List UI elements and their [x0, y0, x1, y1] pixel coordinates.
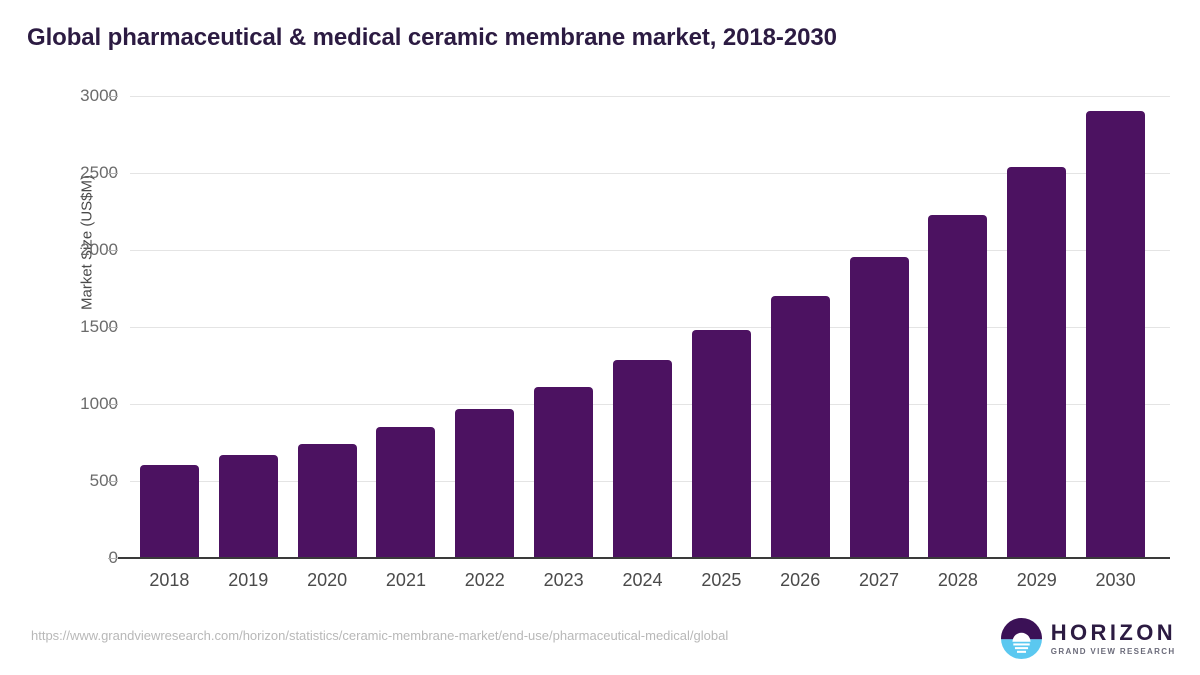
x-tick-label: 2022	[464, 570, 505, 590]
gridline	[130, 327, 1170, 328]
bar[interactable]	[297, 444, 357, 558]
x-tick-label: 2026	[780, 570, 821, 590]
bar[interactable]	[849, 257, 909, 558]
bar-column[interactable]	[613, 96, 672, 558]
y-tick-mark	[108, 481, 118, 482]
y-tick-mark	[108, 250, 118, 251]
y-tick-label: 3000	[80, 86, 118, 105]
y-tick-mark	[108, 404, 118, 405]
gridline	[130, 250, 1170, 251]
bar[interactable]	[1007, 166, 1067, 558]
y-tick-mark	[108, 558, 118, 559]
horizon-logo-icon	[1000, 618, 1042, 659]
x-tick-label: 2028	[937, 570, 978, 590]
bar-column[interactable]	[139, 96, 199, 558]
y-tick-label: 500	[89, 471, 118, 490]
y-axis-ticks: 0 500 1000 1500 2000 2500 3000	[44, 86, 118, 567]
bar-column[interactable]	[849, 96, 909, 558]
bar[interactable]	[534, 387, 594, 558]
y-tick-label: 2000	[80, 240, 118, 259]
bar-column[interactable]	[928, 96, 988, 558]
x-tick-label: 2030	[1095, 570, 1136, 590]
y-tick-label: 1000	[80, 394, 118, 413]
bar-column[interactable]	[455, 96, 515, 558]
brand-logo: HORIZON GRAND VIEW RESEARCH	[1000, 618, 1176, 659]
bar[interactable]	[770, 296, 830, 558]
page-title: Global pharmaceutical & medical ceramic …	[27, 24, 837, 51]
bar[interactable]	[613, 360, 672, 558]
bar-column[interactable]	[534, 96, 594, 558]
bar-column[interactable]	[218, 96, 278, 558]
y-tick-label: 1500	[80, 317, 118, 336]
bar[interactable]	[218, 455, 278, 558]
y-tick-label: 0	[56, 548, 118, 568]
plot-area	[130, 96, 1170, 558]
x-tick-label: 2023	[543, 570, 584, 590]
y-tick-mark	[108, 173, 118, 174]
bar[interactable]	[928, 214, 988, 558]
logo-text: HORIZON GRAND VIEW RESEARCH	[1050, 619, 1176, 656]
x-tick-label: 2025	[701, 570, 742, 590]
x-tick-label: 2021	[385, 570, 426, 590]
gridline	[130, 96, 1170, 97]
x-tick-label: 2024	[622, 570, 663, 590]
bar-column[interactable]	[297, 96, 357, 558]
logo-tagline: GRAND VIEW RESEARCH	[1050, 646, 1176, 656]
bar[interactable]	[376, 427, 436, 558]
x-tick-label: 2029	[1016, 570, 1057, 590]
bar[interactable]	[139, 464, 199, 558]
x-tick-label: 2020	[307, 570, 348, 590]
bar[interactable]	[455, 409, 515, 558]
bar-column[interactable]	[691, 96, 751, 558]
bar-column[interactable]	[376, 96, 436, 558]
x-tick-label: 2027	[859, 570, 900, 590]
source-url[interactable]: https://www.grandviewresearch.com/horizo…	[31, 628, 729, 643]
bar[interactable]	[691, 330, 751, 558]
bar[interactable]	[1086, 111, 1146, 558]
gridline	[130, 173, 1170, 174]
bar-column[interactable]	[770, 96, 830, 558]
y-tick-label: 2500	[80, 163, 118, 182]
y-tick-mark	[108, 327, 118, 328]
x-axis-line	[118, 557, 1170, 559]
bar-column[interactable]	[1007, 96, 1067, 558]
x-tick-label: 2018	[149, 570, 190, 590]
bar-column[interactable]	[1086, 96, 1146, 558]
logo-wordmark: HORIZON	[1050, 619, 1176, 645]
x-tick-label: 2019	[228, 570, 269, 590]
y-tick-mark	[108, 96, 118, 97]
